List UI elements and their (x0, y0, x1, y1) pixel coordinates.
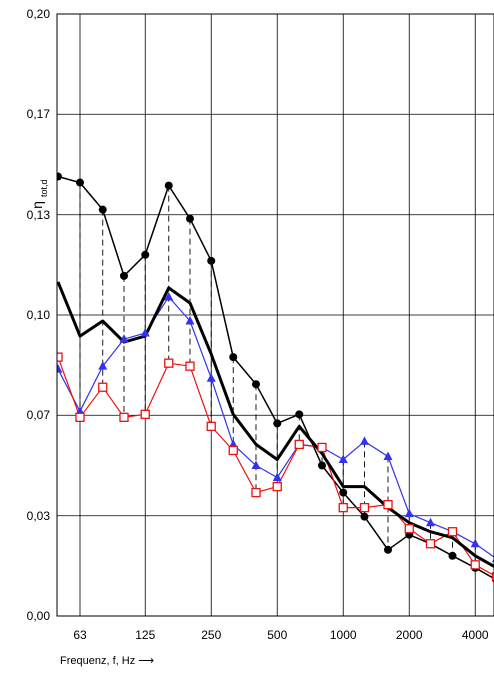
data-point-circle (383, 545, 392, 554)
data-point-square (491, 572, 494, 582)
data-point-triangle (491, 558, 494, 563)
data-point-square (294, 439, 304, 450)
data-point-circle (251, 380, 260, 389)
x-tick-label: 2000 (396, 628, 423, 642)
data-point-circle (98, 205, 107, 214)
data-point-circle (141, 250, 150, 259)
y-tick-label: 0,00 (27, 609, 51, 623)
data-point-square (164, 358, 174, 368)
data-point-triangle (164, 291, 174, 301)
data-point-square (98, 382, 108, 392)
data-point-circle (295, 410, 304, 419)
x-tick-label: 1000 (330, 628, 357, 642)
y-tick-label: 0,10 (27, 308, 51, 322)
x-tick-label: 63 (73, 628, 87, 642)
data-point-square (359, 502, 370, 513)
data-point-triangle (57, 364, 63, 373)
y-tick-label: 0,07 (27, 408, 51, 422)
data-point-square (140, 409, 150, 419)
data-point-triangle (251, 460, 261, 469)
data-point-circle (317, 461, 326, 470)
data-point-triangle (338, 454, 348, 463)
y-tick-label: 0,17 (27, 107, 51, 121)
data-point-triangle (272, 472, 282, 482)
data-point-square (338, 502, 348, 513)
data-point-square (228, 445, 238, 456)
y-tick-label: 0,20 (27, 7, 51, 21)
data-point-circle (273, 419, 282, 428)
data-point-triangle (425, 517, 435, 527)
data-point-triangle (470, 538, 480, 548)
data-point-circle (360, 512, 369, 521)
x-tick-label: 125 (135, 628, 155, 642)
y-tick-label: 0,03 (27, 509, 51, 523)
data-point-square (185, 361, 195, 371)
x-tick-label: 500 (267, 628, 287, 642)
data-point-square (57, 352, 63, 362)
y-axis-label: η tot,d (29, 179, 49, 208)
data-point-square (206, 421, 216, 432)
plot-frame (56, 13, 494, 617)
data-point-square (317, 442, 327, 453)
x-tick-label: 4000 (462, 628, 489, 642)
data-point-circle (339, 488, 348, 497)
data-point-square (119, 412, 129, 422)
x-tick-label: 250 (201, 628, 221, 642)
data-point-circle (164, 181, 173, 190)
data-point-square (272, 481, 282, 492)
series-lines (57, 175, 494, 580)
data-point-square (404, 524, 414, 534)
x-axis-ticks: 63 125 250 500 1000 2000 4000 (73, 628, 489, 642)
data-point-square (470, 560, 480, 570)
data-point-circle (207, 256, 216, 265)
series-markers (57, 172, 494, 584)
data-point-triangle (140, 328, 150, 337)
y-tick-label: 0,13 (27, 208, 51, 222)
data-point-triangle (185, 316, 195, 325)
data-point-triangle (404, 508, 414, 518)
x-axis-label: Frequenz, f, Hz ⟶ (60, 655, 154, 667)
data-point-triangle (383, 451, 393, 460)
series-line (57, 175, 494, 580)
data-point-circle (119, 271, 128, 280)
data-point-triangle (206, 373, 216, 382)
data-point-triangle (359, 436, 369, 445)
y-axis-label-main: η (29, 201, 45, 209)
data-point-square (383, 499, 393, 510)
data-point-square (251, 487, 261, 498)
data-point-circle (57, 172, 62, 181)
data-point-square (75, 412, 85, 422)
data-point-square (425, 539, 436, 549)
series-line (57, 281, 494, 569)
data-point-circle (185, 214, 194, 223)
data-point-triangle (98, 361, 108, 370)
data-point-square (447, 527, 458, 537)
y-axis-ticks: 0,00 0,03 0,07 0,10 0,13 0,17 0,20 (27, 7, 51, 623)
data-point-circle (229, 353, 238, 362)
data-point-circle (448, 551, 457, 560)
data-point-circle (76, 178, 84, 187)
data-point-triangle (119, 334, 129, 343)
y-axis-label-sub: tot,d (39, 179, 49, 197)
